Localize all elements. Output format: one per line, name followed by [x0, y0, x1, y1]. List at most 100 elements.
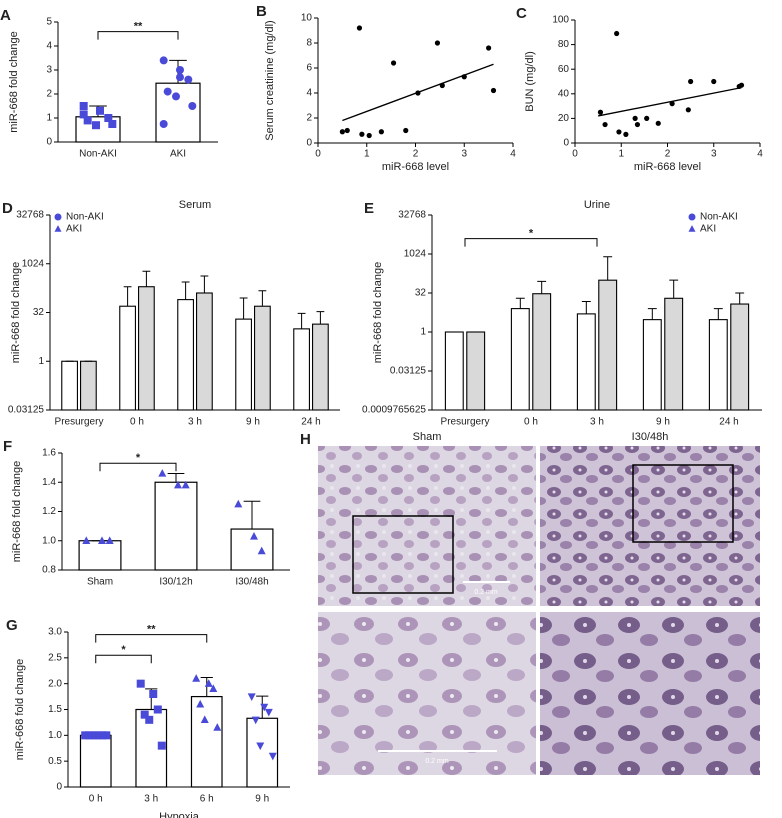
bar [79, 734, 112, 788]
y-tick-label: 32768 [398, 210, 426, 221]
x-tick-label: 9 h [656, 417, 670, 428]
point [644, 115, 650, 121]
point [82, 536, 91, 544]
y-tick-label: 0.03125 [390, 366, 427, 377]
y-tick-label: 2 [306, 113, 312, 124]
x-tick-label: Presurgery [55, 417, 104, 428]
x-tick-label: 0 h [524, 417, 538, 428]
significance-bracket [95, 634, 208, 643]
point [92, 121, 100, 130]
y-tick-label: 1.5 [48, 704, 62, 715]
x-tick-label: 1 [618, 149, 624, 160]
error-bar [167, 472, 185, 483]
significance-bracket [464, 238, 598, 247]
point [153, 705, 162, 714]
point [257, 546, 266, 555]
x-tick-label: 0 [315, 149, 321, 160]
y-tick-label: 0 [56, 782, 62, 793]
point [634, 121, 641, 128]
bar [196, 292, 213, 411]
error-bar [200, 676, 213, 697]
error-bar [200, 275, 209, 293]
y-tick-label: 32768 [16, 210, 44, 221]
column-label: I30/48h [632, 431, 669, 443]
bar [235, 318, 252, 411]
y-tick-label: 1024 [22, 258, 45, 269]
point [602, 121, 608, 128]
x-tick-label: I30/48h [235, 577, 268, 588]
y-tick-label: 2.0 [48, 678, 62, 689]
bar [510, 308, 530, 411]
point [366, 132, 372, 139]
inset-box [632, 464, 734, 543]
bar [190, 695, 223, 788]
point [192, 674, 201, 682]
chart-title: Urine [584, 199, 610, 211]
x-tick-label: I30/12h [159, 577, 192, 588]
micrograph [540, 612, 760, 775]
y-axis-label: miR-668 fold change [11, 461, 23, 563]
y-tick-label: 3.0 [48, 627, 62, 638]
error-bar [243, 500, 261, 530]
point [688, 78, 694, 85]
significance-label: * [136, 452, 141, 464]
y-tick-label: 1 [46, 113, 52, 124]
trendline [342, 63, 494, 122]
panel-letter: D [2, 200, 13, 217]
y-tick-label: 1024 [404, 249, 427, 260]
y-axis-label: miR-668 fold change [10, 262, 22, 364]
panel-letter: B [256, 3, 267, 20]
point [250, 531, 258, 540]
scale-bar-label: 0.2 mm [425, 758, 449, 765]
point [256, 742, 265, 751]
y-tick-label: 4 [306, 88, 312, 99]
point [145, 715, 154, 724]
y-tick-label: 60 [558, 64, 570, 75]
bar [466, 331, 486, 411]
point [98, 536, 106, 544]
trendline [597, 87, 742, 117]
x-tick-label: 3 h [188, 417, 202, 428]
point [200, 715, 209, 724]
y-tick-label: 10 [301, 13, 313, 24]
point [344, 127, 350, 134]
point [614, 30, 620, 37]
point [390, 60, 397, 66]
significance-bracket [99, 462, 177, 472]
bar [138, 286, 155, 411]
point [260, 703, 269, 712]
x-tick-label: 4 [510, 149, 516, 160]
point [356, 25, 363, 31]
bar [312, 323, 329, 411]
point [158, 469, 167, 477]
x-tick-label: AKI [170, 149, 186, 160]
inset-box [352, 515, 454, 594]
y-tick-label: 5 [46, 17, 52, 28]
panel-letter: C [516, 5, 527, 22]
point [616, 129, 622, 135]
bar [61, 360, 78, 411]
point [711, 78, 717, 85]
point [149, 690, 158, 698]
y-tick-label: 0.5 [48, 756, 62, 767]
point [378, 129, 384, 135]
error-bar [603, 256, 613, 281]
significance-label: * [529, 228, 534, 240]
point [632, 115, 638, 121]
y-tick-label: 100 [552, 15, 569, 26]
point [136, 679, 145, 688]
x-tick-label: 9 h [255, 794, 269, 805]
chart-title: Serum [179, 199, 211, 211]
significance-label: ** [134, 21, 143, 33]
bar [444, 331, 464, 411]
error-bar [123, 286, 132, 307]
legend-label: AKI [700, 224, 716, 235]
point [597, 109, 604, 115]
point [79, 102, 88, 110]
y-tick-label: 1.4 [42, 477, 56, 488]
x-axis-label: miR-668 level [382, 161, 449, 173]
bar [80, 360, 97, 411]
bar [230, 528, 274, 571]
point [96, 106, 104, 115]
